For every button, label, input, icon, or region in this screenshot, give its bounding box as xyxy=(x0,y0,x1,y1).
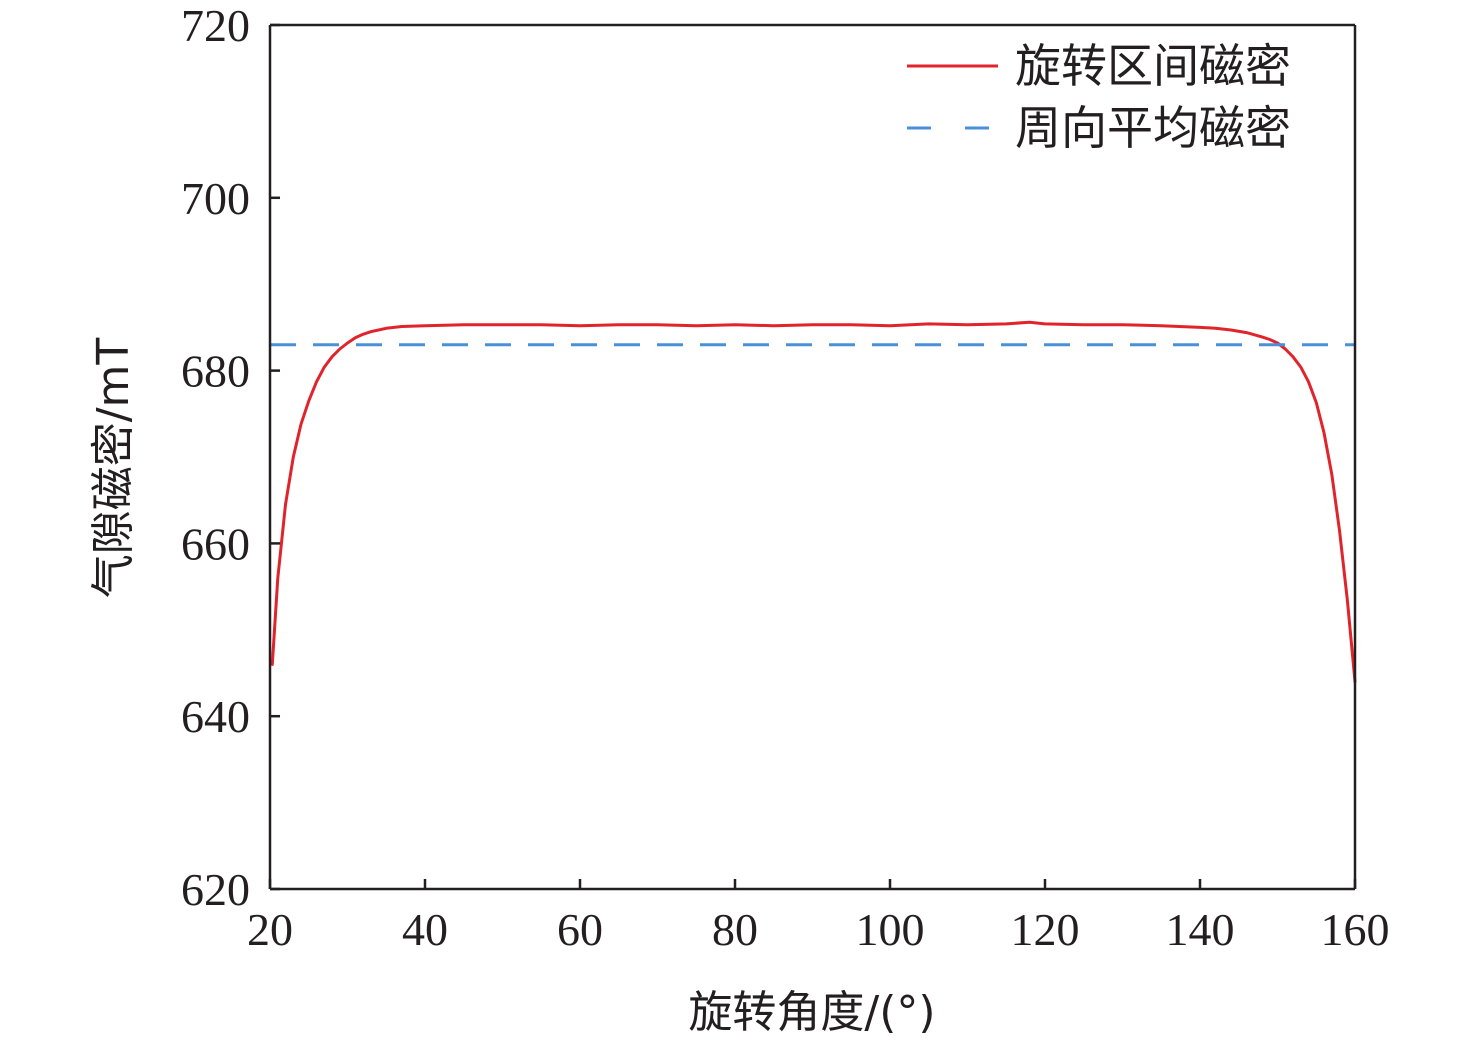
ticks: 20 40 60 80 100 120 140 160 620 640 660 680 700 720 xyxy=(181,0,1390,955)
y-tick-label: 660 xyxy=(181,518,250,569)
x-tick-label: 140 xyxy=(1166,904,1235,955)
x-tick-label: 160 xyxy=(1321,904,1390,955)
y-axis-title: 气隙磁密/mT xyxy=(88,338,139,599)
x-tick-label: 100 xyxy=(856,904,925,955)
y-tick-label: 640 xyxy=(181,691,250,742)
x-tick-label: 120 xyxy=(1011,904,1080,955)
x-tick-label: 80 xyxy=(712,904,758,955)
legend-label-rotation-density: 旋转区间磁密 xyxy=(1015,39,1291,93)
series-line-rotation-density xyxy=(270,320,1357,684)
x-axis-title: 旋转角度/(°) xyxy=(688,987,935,1038)
x-tick-label: 20 xyxy=(247,904,293,955)
x-tick-label: 40 xyxy=(402,904,448,955)
y-tick-label: 680 xyxy=(181,346,250,397)
y-tick-label: 700 xyxy=(181,173,250,224)
legend: 旋转区间磁密 周向平均磁密 xyxy=(907,39,1291,155)
plot-area xyxy=(270,320,1357,684)
axes xyxy=(268,23,1357,891)
legend-label-average-density: 周向平均磁密 xyxy=(1015,101,1291,155)
y-tick-label: 720 xyxy=(181,0,250,51)
y-tick-label: 620 xyxy=(181,864,250,915)
x-tick-label: 60 xyxy=(557,904,603,955)
